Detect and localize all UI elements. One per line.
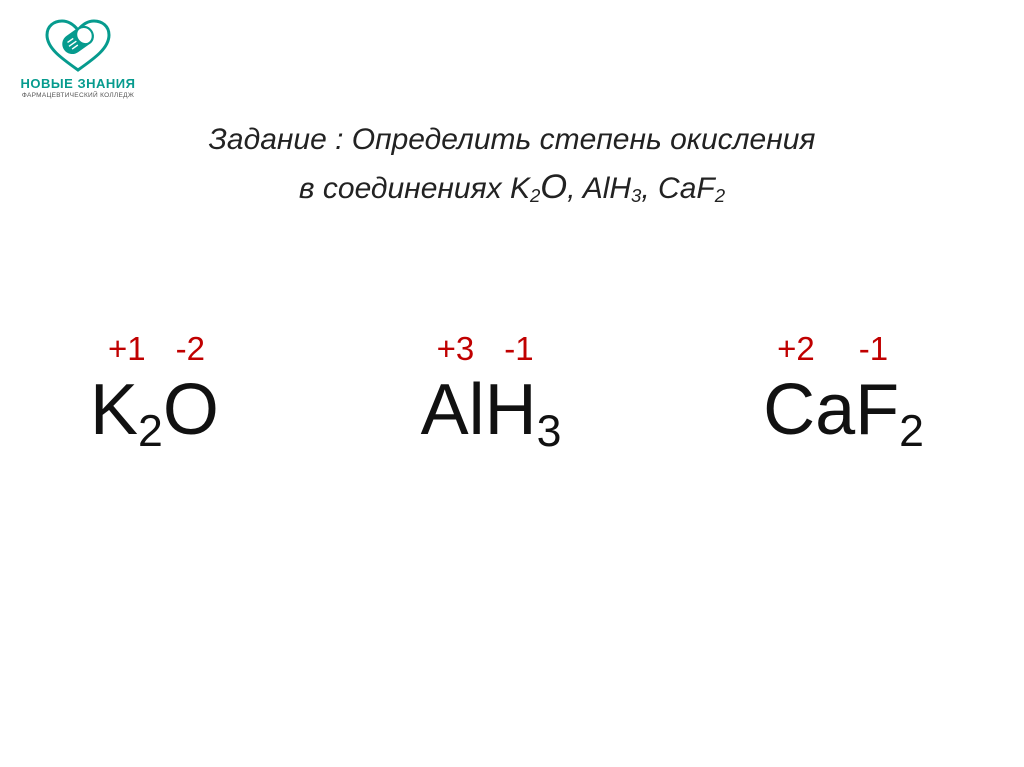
oxidation-alh3: +3-1 [421,330,562,368]
formula-row: +1-2 K2O +3-1 AlH3 +2-1 CaF2 [90,330,924,446]
task-title: Задание : Определить степень окисления в… [0,118,1024,212]
logo-text-main: НОВЫЕ ЗНАНИЯ [18,76,138,91]
formula-k2o: +1-2 K2O [90,330,219,446]
chem-caf2: CaF2 [763,374,924,446]
title-line-1: Задание : Определить степень окисления [0,118,1024,162]
oxidation-k2o: +1-2 [90,330,219,368]
title-line-2-prefix: в соединениях [299,172,510,205]
heart-pill-icon [43,18,113,74]
chem-k2o: K2O [90,374,219,446]
formula-alh3: +3-1 AlH3 [421,330,562,446]
formula-caf2: +2-1 CaF2 [763,330,924,446]
title-line-2: в соединениях K2O, AlH3, CaF2 [0,162,1024,212]
logo-text-sub: ФАРМАЦЕВТИЧЕСКИЙ КОЛЛЕДЖ [18,92,138,99]
chem-alh3: AlH3 [421,374,562,446]
logo: НОВЫЕ ЗНАНИЯ ФАРМАЦЕВТИЧЕСКИЙ КОЛЛЕДЖ [18,18,138,99]
oxidation-caf2: +2-1 [763,330,924,368]
